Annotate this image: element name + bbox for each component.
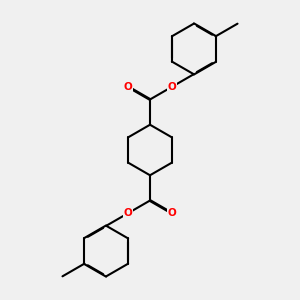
Text: O: O — [167, 82, 176, 92]
Text: O: O — [124, 82, 133, 92]
Text: O: O — [124, 208, 133, 218]
Text: O: O — [167, 208, 176, 218]
